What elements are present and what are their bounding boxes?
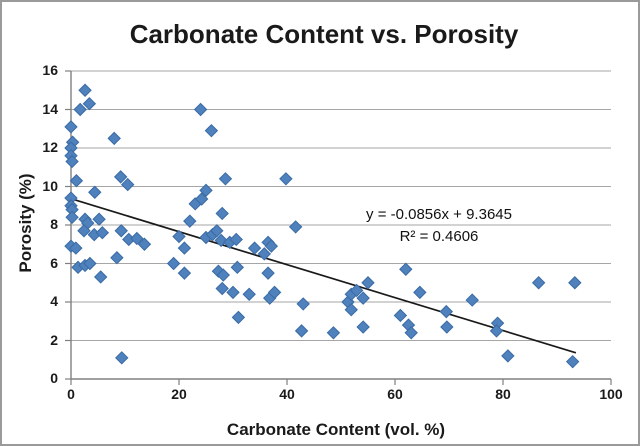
x-tick-label: 20 (171, 386, 187, 402)
data-point (83, 256, 97, 271)
x-tick-label: 80 (495, 386, 511, 402)
data-point (501, 349, 515, 363)
data-point (92, 212, 106, 226)
data-point (229, 232, 243, 247)
data-point (344, 302, 358, 317)
data-point (166, 256, 181, 271)
data-point (242, 287, 256, 302)
data-point (356, 320, 370, 334)
trendline-equation: y = -0.0856x + 9.3645 R² = 0.4606 (366, 204, 512, 248)
data-point (120, 177, 135, 192)
data-point (356, 291, 370, 305)
data-point (193, 102, 208, 117)
data-point (216, 268, 230, 282)
data-point (247, 241, 262, 255)
y-tick-label: 10 (42, 177, 58, 194)
trendline (70, 197, 577, 354)
y-tick-label: 14 (42, 100, 58, 117)
data-point (393, 308, 408, 323)
data-point (261, 266, 275, 280)
data-point (489, 324, 504, 338)
data-point (114, 224, 128, 238)
y-tick-label: 8 (50, 216, 58, 232)
data-point (77, 224, 91, 238)
y-tick-label: 16 (42, 62, 58, 78)
data-point (404, 326, 418, 340)
trendline-equation-line2: R² = 0.4606 (399, 228, 479, 245)
data-point (95, 225, 110, 240)
data-point (231, 310, 246, 325)
data-point (264, 239, 279, 253)
data-point (82, 97, 97, 111)
y-tick-label: 0 (50, 370, 58, 386)
data-point (65, 154, 79, 169)
data-point (199, 183, 213, 198)
data-point (215, 206, 229, 221)
x-tick-label: 0 (67, 386, 75, 402)
data-point (296, 297, 310, 311)
data-point (65, 210, 79, 225)
data-point (288, 220, 303, 234)
data-point (214, 233, 228, 248)
y-tick-label: 4 (50, 293, 58, 309)
data-point (204, 123, 219, 138)
data-point (113, 170, 128, 184)
y-tick-label: 2 (50, 331, 58, 348)
data-point (69, 241, 83, 255)
data-point (194, 192, 209, 206)
x-tick-label: 40 (279, 386, 295, 402)
data-point (177, 241, 192, 255)
data-point (210, 224, 224, 238)
plot-area (64, 70, 612, 385)
data-point (565, 354, 580, 369)
data-point (531, 276, 546, 290)
x-axis-title: Carbonate Content (vol. %) (226, 420, 446, 439)
data-point (230, 260, 245, 275)
x-tick-label: 100 (599, 386, 623, 402)
data-point (78, 83, 92, 97)
data-point (226, 285, 240, 300)
data-point (326, 326, 341, 340)
data-point (294, 324, 309, 338)
data-point (439, 304, 454, 319)
data-point (215, 281, 229, 296)
y-tick-label: 12 (42, 139, 58, 155)
data-point (137, 237, 152, 251)
data-point (267, 285, 282, 300)
data-point (115, 351, 129, 365)
y-tick-label: 6 (50, 254, 58, 271)
data-point (73, 102, 87, 117)
x-tick-label: 60 (387, 386, 403, 402)
data-point (257, 247, 272, 261)
data-point (130, 231, 144, 246)
data-point (440, 320, 454, 334)
data-point (69, 174, 84, 188)
data-point (568, 276, 582, 290)
data-point (279, 172, 293, 186)
data-point (107, 131, 121, 146)
data-point (413, 285, 427, 300)
data-point (64, 120, 78, 134)
trendline-equation-line1: y = -0.0856x + 9.3645 (366, 206, 512, 223)
data-point (88, 185, 102, 199)
data-point (399, 262, 413, 276)
data-point (93, 270, 108, 284)
data-point (172, 229, 186, 244)
data-point (110, 251, 124, 265)
data-point (465, 293, 479, 307)
data-point (349, 283, 364, 298)
data-point (218, 172, 233, 186)
data-point (361, 276, 375, 290)
data-point (177, 266, 192, 280)
data-point (183, 214, 197, 228)
chart-title: Carbonate Content vs. Porosity (129, 19, 519, 49)
